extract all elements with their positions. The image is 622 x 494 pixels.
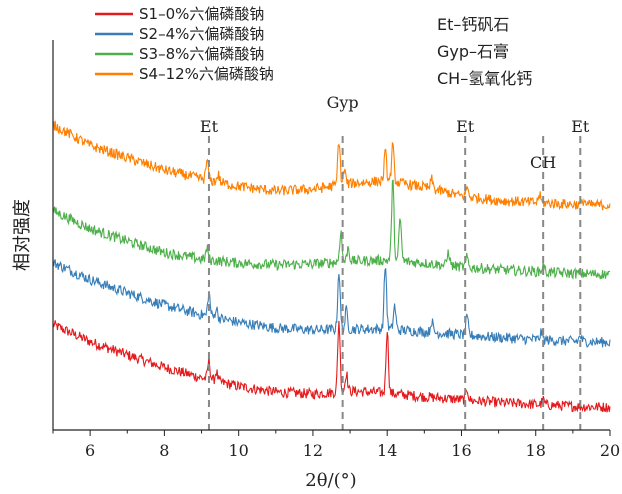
x-tick-label: 6 [85,441,95,460]
x-tick-label: 20 [600,441,620,460]
legend-label-s3: S3–8%六偏磷酸钠 [139,45,264,63]
reference-label-2: Gyp [327,93,359,112]
x-tick-label: 12 [303,441,323,460]
series-line-s4 [52,120,611,211]
series-line-s1 [52,320,611,413]
series-layer [52,120,611,413]
reference-label-3: Et [456,117,475,136]
reference-label-4: CH [530,153,556,172]
series-legend: S1–0%六偏磷酸钠 S2–4%六偏磷酸钠 S3–8%六偏磷酸钠 S4–12%六偏磷酸… [95,5,274,83]
reference-label-5: Et [571,117,590,136]
series-line-s2 [52,259,611,348]
phase-legend-item-1: Et–钙矾石 [437,15,509,34]
x-tick-label: 16 [451,441,471,460]
reference-label-1: Et [200,117,219,136]
phase-legend-item-2: Gyp–石膏 [437,42,509,61]
series-line-s3 [52,179,611,280]
x-tick-label: 18 [526,441,546,460]
legend-label-s4: S4–12%六偏磷酸钠 [139,65,274,83]
x-tick-label: 14 [377,441,397,460]
x-tick-label: 10 [228,441,248,460]
x-ticks: 6 8 10 12 14 16 18 20 [52,430,620,460]
legend-label-s2: S2–4%六偏磷酸钠 [139,25,264,43]
legend-label-s1: S1–0%六偏磷酸钠 [139,5,264,23]
y-axis-label: 相对强度 [12,199,33,271]
x-axis-label: 2θ/(°) [305,470,356,491]
reference-lines: Et Gyp Et CH Et [200,93,590,430]
phase-legend-item-3: CH–氢氧化钙 [437,69,532,88]
phase-legend: Et–钙矾石 Gyp–石膏 CH–氢氧化钙 [437,15,532,88]
axes [52,40,610,431]
x-tick-label: 8 [159,441,169,460]
